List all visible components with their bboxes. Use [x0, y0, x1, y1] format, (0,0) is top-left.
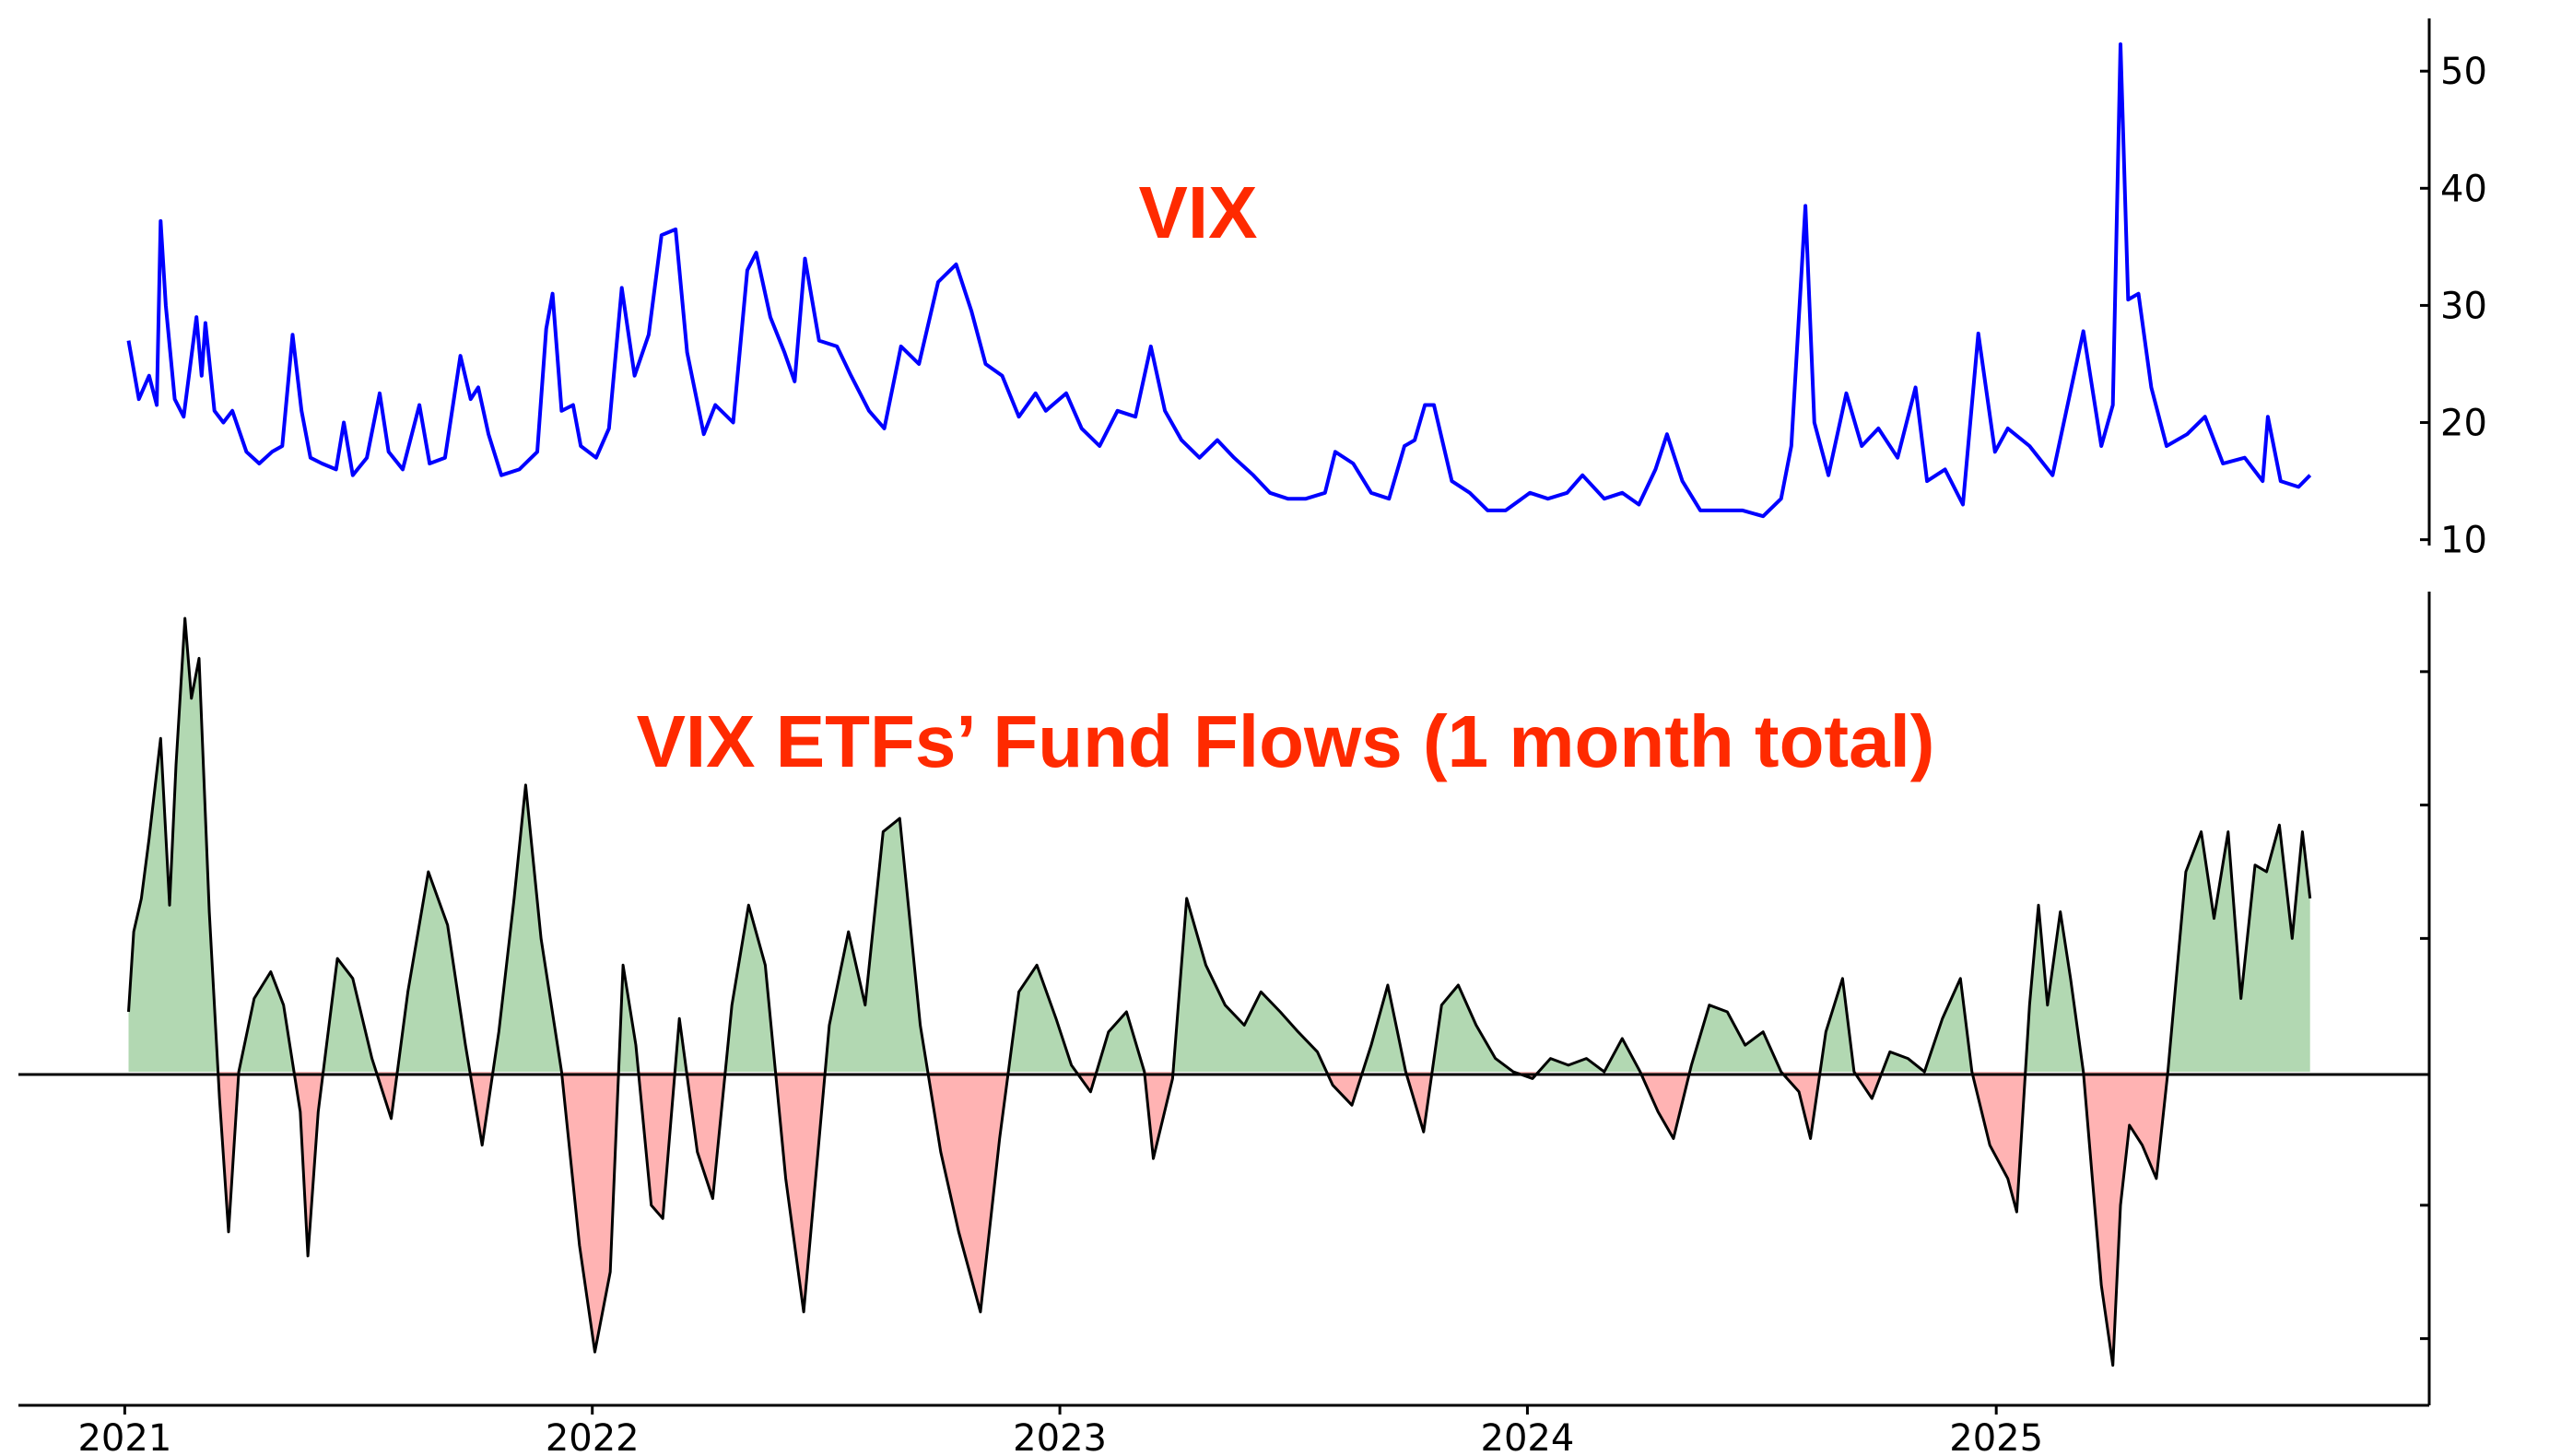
outflow-area-37	[2083, 1072, 2168, 1366]
vix-y-tick-label-4: 50	[2440, 51, 2487, 93]
inflow-area-4	[323, 958, 377, 1073]
vix-y-tick-label-3: 40	[2440, 168, 2487, 210]
outflow-area-7	[469, 1072, 493, 1145]
inflow-area-38	[2167, 825, 2310, 1073]
inflow-area-24	[1362, 985, 1406, 1073]
inflow-area-32	[1820, 978, 1854, 1073]
vix-title: VIX	[1139, 171, 1258, 253]
outflow-area-31	[1780, 1072, 1820, 1139]
inflow-area-36	[2025, 905, 2084, 1073]
inflow-area-26	[1432, 985, 1514, 1073]
inflow-area-14	[725, 905, 776, 1073]
inflow-area-16	[825, 818, 928, 1073]
vix-series-line	[126, 42, 2312, 519]
x-tick-label-2024: 2024	[1481, 1417, 1575, 1456]
outflow-area-33	[1853, 1072, 1883, 1099]
fund-flows-panel: VIX ETFs’ Fund Flows (1 month total) 202…	[18, 592, 2431, 1456]
inflow-area-20	[1096, 1012, 1145, 1073]
vix-y-tick-label-2: 30	[2440, 285, 2487, 327]
inflow-area-8	[492, 784, 562, 1073]
outflow-area-1	[217, 1072, 240, 1232]
vix-y-tick-label-1: 20	[2440, 403, 2487, 445]
inflow-area-28	[1538, 1038, 1640, 1073]
inflow-area-6	[397, 872, 470, 1073]
outflow-area-17	[927, 1072, 1009, 1312]
inflow-area-18	[1008, 965, 1076, 1073]
x-tick-label-2023: 2023	[1013, 1417, 1107, 1456]
inflow-area-30	[1689, 1004, 1781, 1073]
inflow-area-10	[618, 965, 639, 1073]
outflow-area-35	[1971, 1072, 2026, 1213]
x-tick-label-2022: 2022	[546, 1417, 640, 1456]
outflow-area-15	[775, 1072, 826, 1312]
x-tick-label-2025: 2025	[1949, 1417, 2043, 1456]
x-tick-label-2021: 2021	[77, 1417, 171, 1456]
outflow-area-9	[561, 1072, 619, 1353]
fund-flows-series-line	[127, 616, 2312, 1368]
inflow-area-34	[1882, 978, 1972, 1073]
inflow-area-22	[1173, 898, 1327, 1073]
vix-panel: VIX 10 20 30 40 50	[126, 18, 2487, 562]
vix-y-tick-label-0: 10	[2440, 520, 2487, 562]
fund-flows-title: VIX ETFs’ Fund Flows (1 month total)	[637, 700, 1935, 782]
